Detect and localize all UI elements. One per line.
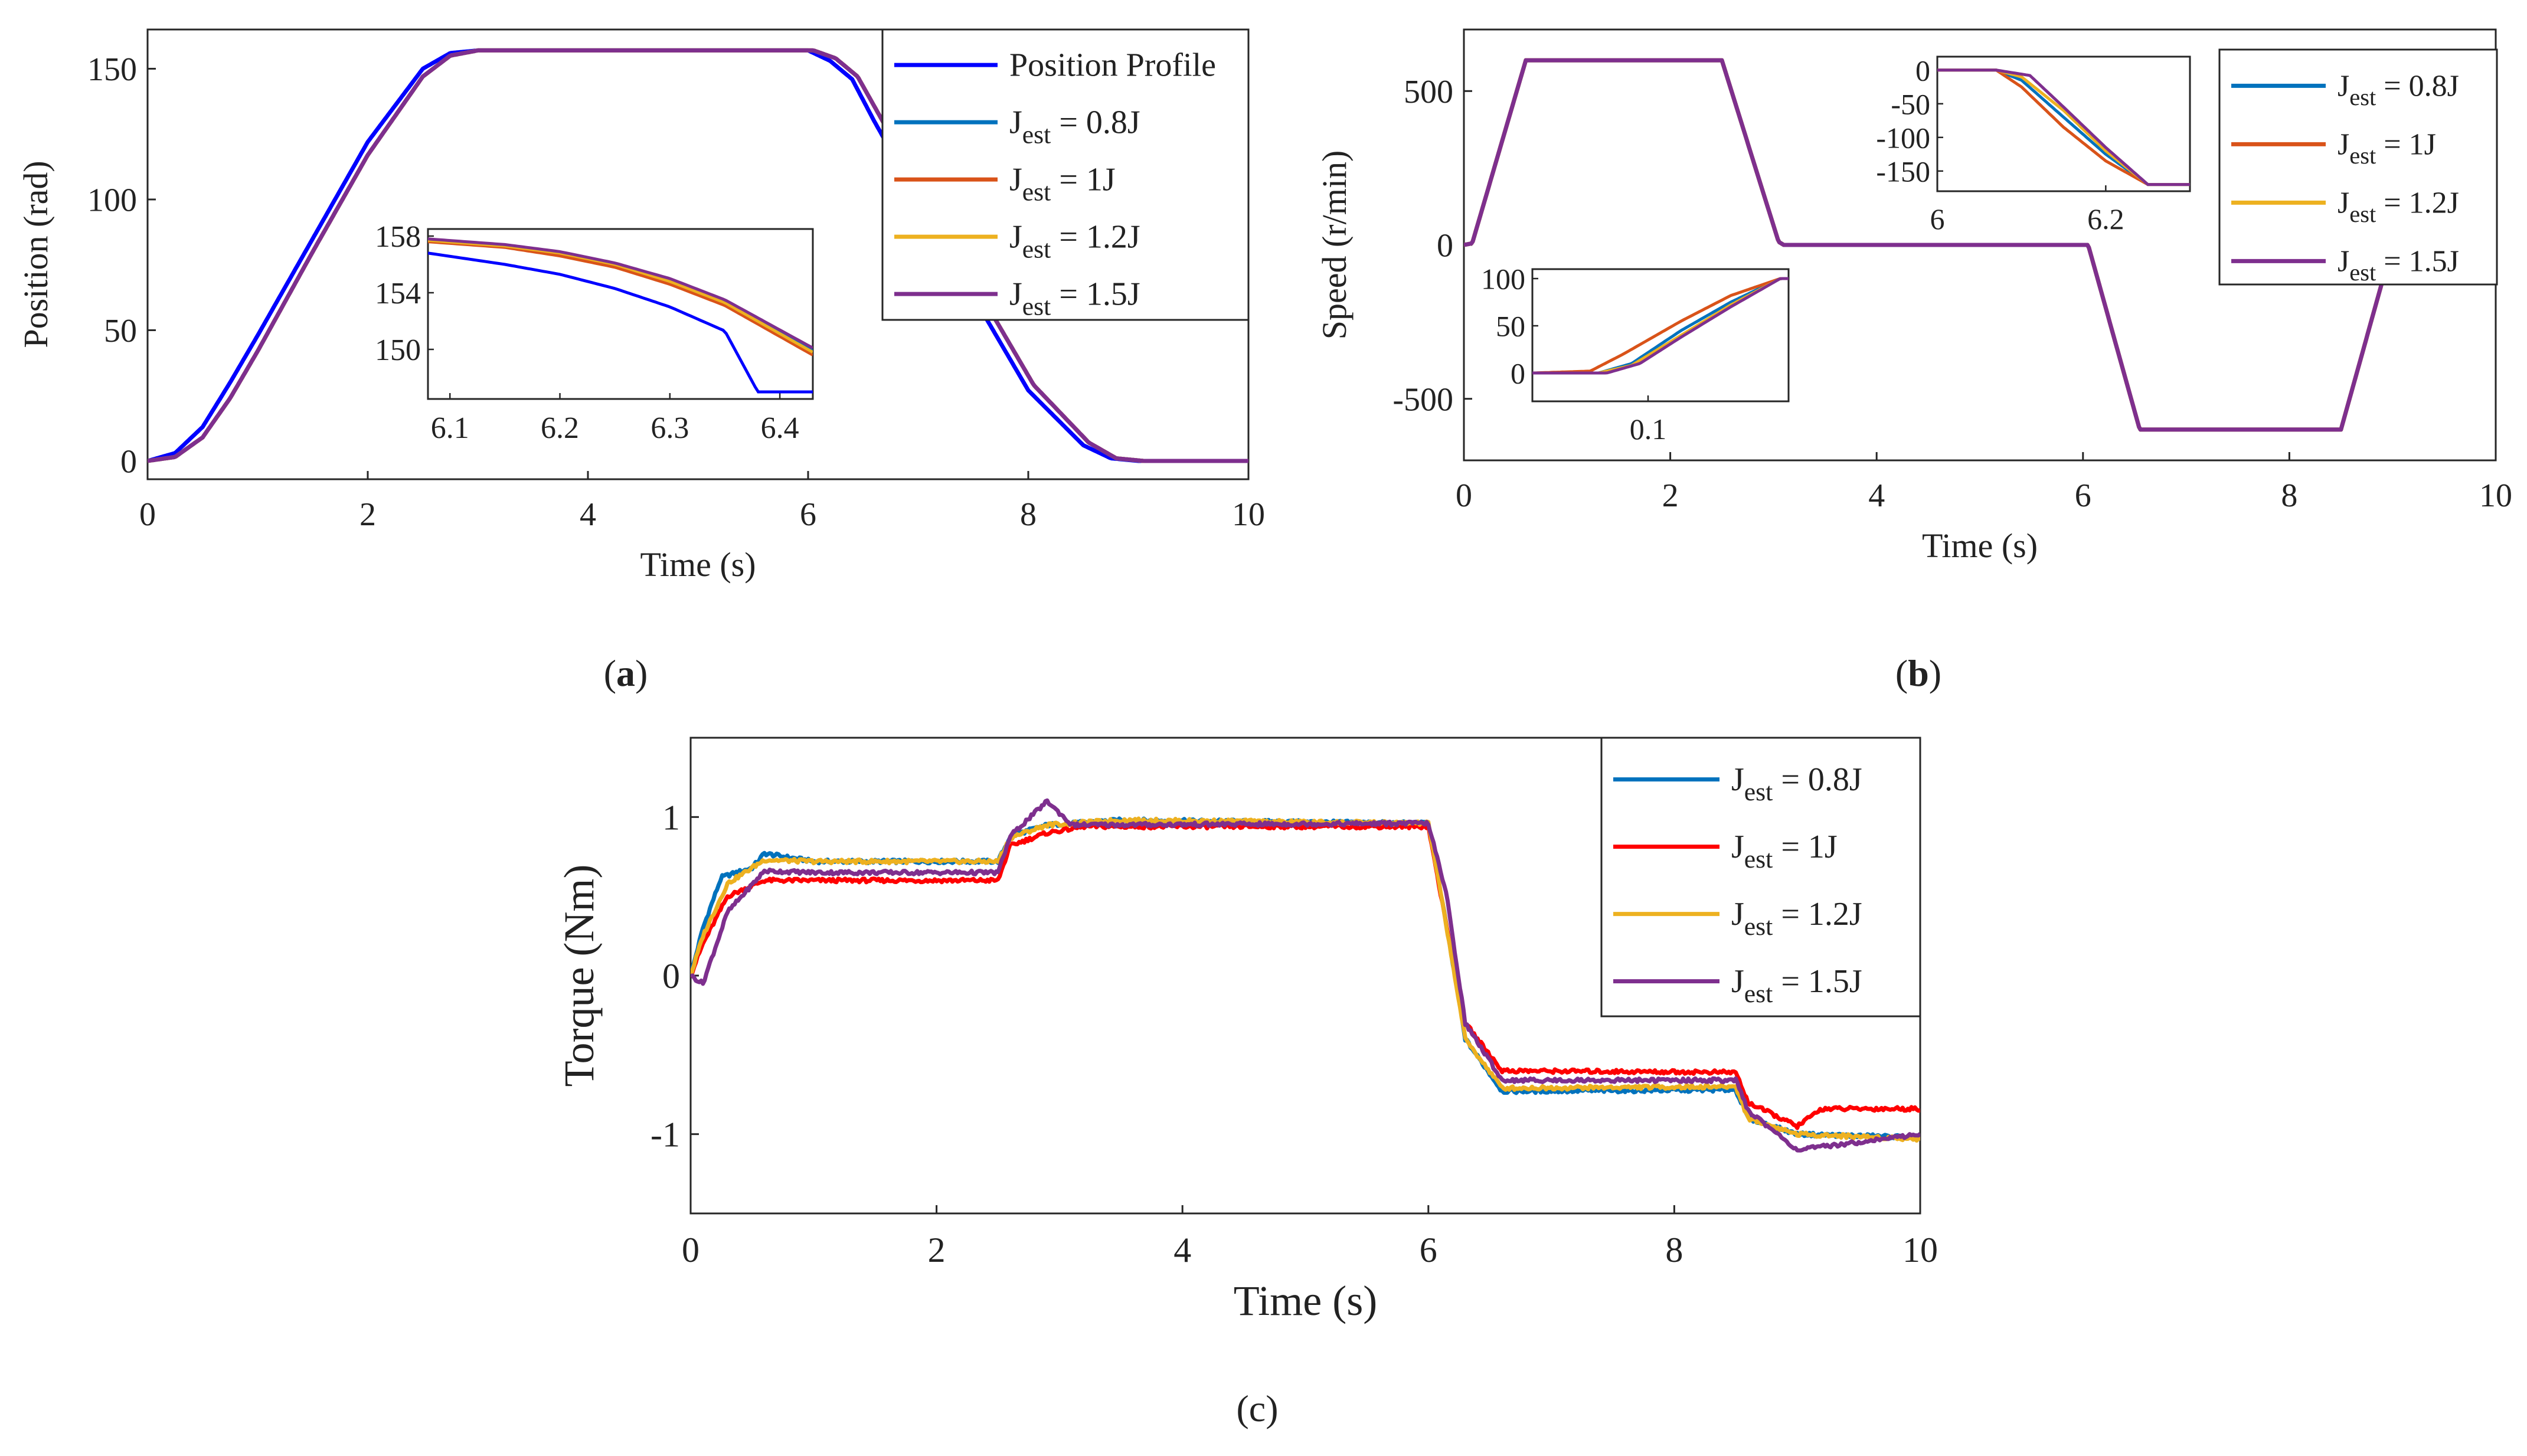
legend-label: Jest = 1.2J (1009, 219, 1140, 264)
x-axis-label: Time (s) (1922, 526, 2038, 565)
x-tick-label: 4 (1868, 477, 1885, 514)
x-tick-label: 6 (1420, 1231, 1437, 1269)
inset-plot: 0 50 100 0.1 (1481, 263, 1790, 446)
y-tick-label: -1 (650, 1115, 680, 1154)
inset-frame (1936, 55, 2191, 192)
inset-y-tick-label: 0 (1915, 54, 1930, 87)
inset-series-line (428, 251, 813, 394)
legend-label: Jest = 1.5J (1009, 276, 1140, 321)
legend: Jest = 0.8J Jest = 1J Jest = 1.2J Jest = 1.… (2218, 48, 2498, 286)
legend-label: Jest = 0.8J (2338, 70, 2459, 111)
legend-label: Position Profile (1009, 47, 1216, 84)
inset-x-tick-label: 6 (1930, 202, 1945, 235)
x-tick-label: 2 (1662, 477, 1679, 514)
inset-y-tick-label: -50 (1891, 87, 1930, 120)
x-tick-label: 8 (1665, 1231, 1683, 1269)
x-tick-label: 0 (139, 496, 156, 533)
series-group (1464, 58, 2496, 432)
legend-label: Jest = 1J (1731, 829, 1838, 873)
y-tick-label: 0 (662, 957, 680, 996)
y-tick-label: 500 (1404, 74, 1453, 110)
x-tick-label: 6 (800, 496, 816, 533)
panel-label-b: (b) (1895, 652, 1941, 694)
series-line (1464, 58, 2496, 432)
legend-label: Jest = 1.2J (2338, 187, 2459, 228)
x-tick-label: 6 (2075, 477, 2091, 514)
inset-x-tick-label: 6.2 (541, 411, 579, 445)
legend-box (881, 28, 1250, 321)
inset-series-group (1937, 68, 2190, 187)
inset-x-tick-label: 6.1 (431, 411, 469, 445)
inset-y-tick-label: 150 (375, 333, 421, 367)
y-tick-label: -500 (1392, 381, 1453, 418)
inset-series-group (428, 237, 813, 394)
legend-label: Jest = 1J (1009, 162, 1116, 207)
panel-label-a: (a) (604, 652, 648, 694)
legend: Jest = 0.8J Jest = 1J Jest = 1.2J Jest = 1.… (1600, 737, 1921, 1017)
inset-y-tick-label: 158 (375, 220, 421, 254)
inset-series-group (1532, 277, 1789, 375)
inset-y-tick-label: 0 (1511, 357, 1525, 390)
x-tick-label: 0 (682, 1231, 699, 1269)
legend-label: Jest = 1.5J (1731, 963, 1862, 1008)
y-tick-label: 150 (87, 51, 137, 88)
x-tick-label: 8 (2281, 477, 2297, 514)
series-line (691, 822, 1920, 1130)
x-tick-label: 0 (1456, 477, 1472, 514)
x-tick-label: 2 (928, 1231, 946, 1269)
x-axis-label: Time (s) (640, 545, 756, 584)
y-axis-label: Position (rad) (17, 161, 55, 348)
inset-x-tick-label: 0.1 (1630, 413, 1667, 446)
inset-x-tick-label: 6.2 (2087, 202, 2124, 235)
series-group (691, 798, 1920, 1153)
inset-series-line (1532, 277, 1789, 375)
legend-label: Jest = 0.8J (1009, 104, 1140, 149)
x-axis-label: Time (s) (1234, 1277, 1377, 1324)
inset-y-tick-label: -100 (1876, 121, 1930, 154)
inset-y-tick-label: 154 (375, 277, 421, 310)
legend-label: Jest = 1J (2338, 128, 2436, 169)
legend-label: Jest = 1.5J (2338, 245, 2459, 286)
chart-c: 0 2 4 6 8 10 -1 0 1 Time (s) Torque (Nm) Jest = 0.8… (555, 737, 1938, 1324)
x-tick-label: 10 (2479, 477, 2512, 514)
inset-x-tick-label: 6.3 (650, 411, 689, 445)
y-tick-label: 0 (1437, 228, 1453, 264)
x-tick-label: 4 (580, 496, 596, 533)
inset-plot: 150 154 158 6.1 6.2 6.3 6.4 (375, 220, 814, 445)
series-line (148, 48, 1248, 463)
panel-label-c: (c) (1236, 1388, 1278, 1429)
y-tick-label: 1 (662, 798, 680, 837)
inset-y-tick-label: -150 (1876, 155, 1930, 188)
x-tick-label: 10 (1902, 1231, 1938, 1269)
inset-y-tick-label: 100 (1481, 263, 1525, 296)
inset-series-line (428, 237, 813, 349)
x-tick-label: 4 (1173, 1231, 1191, 1269)
legend-label: Jest = 0.8J (1731, 761, 1862, 806)
inset-x-tick-label: 6.4 (761, 411, 799, 445)
legend-box (2218, 48, 2498, 286)
y-tick-label: 100 (87, 182, 137, 219)
y-tick-label: 0 (120, 444, 137, 480)
legend: Position Profile Jest = 0.8J Jest = 1J Jest… (881, 28, 1250, 321)
y-axis-label: Torque (Nm) (555, 865, 603, 1087)
y-axis-label: Speed (r/min) (1315, 150, 1354, 340)
legend-label: Jest = 1.2J (1731, 896, 1862, 941)
x-tick-label: 10 (1232, 496, 1265, 533)
series-group (148, 48, 1248, 463)
inset-frame (427, 228, 814, 400)
x-tick-label: 2 (359, 496, 376, 533)
legend-box (1600, 737, 1921, 1017)
y-tick-label: 50 (104, 313, 137, 349)
series-line (691, 798, 1920, 1153)
inset-y-tick-label: 50 (1496, 310, 1525, 343)
x-tick-label: 8 (1020, 496, 1037, 533)
inset-series-line (1937, 68, 2190, 187)
